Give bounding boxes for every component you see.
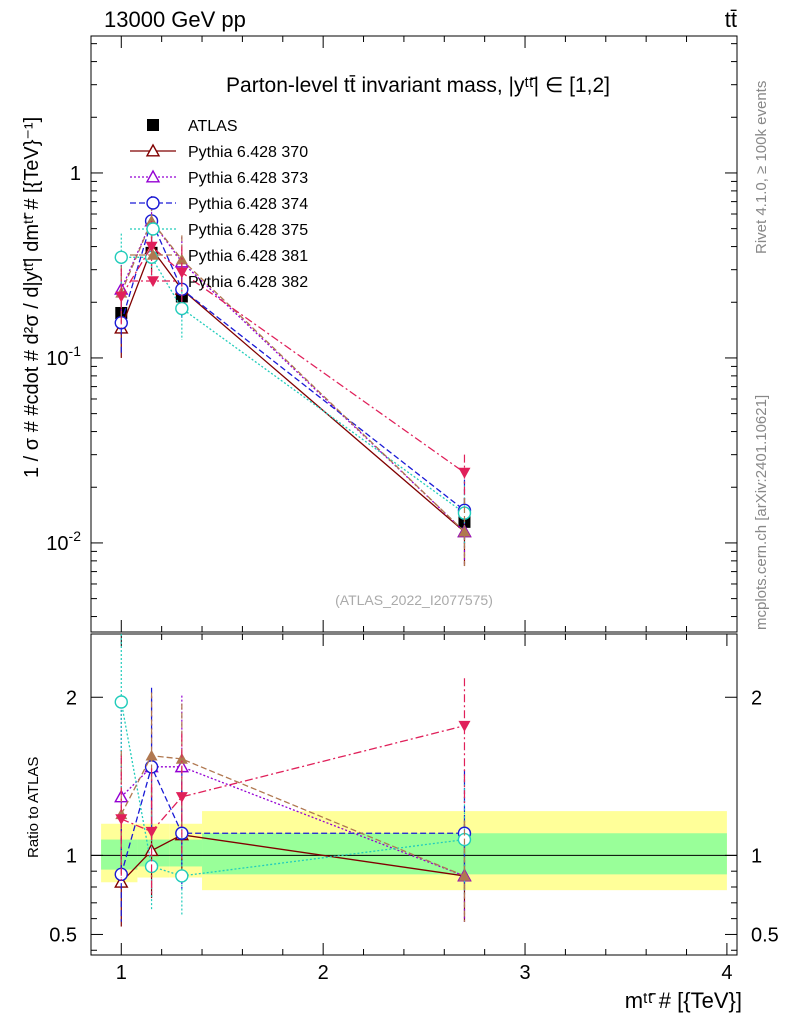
legend-label: Pythia 6.428 375 [188, 222, 308, 239]
mcplots-label: mcplots.cern.ch [arXiv:2401.10621] [753, 395, 770, 630]
y-tick-label-base: 10 [46, 348, 68, 370]
x-tick-label: 3 [519, 962, 530, 984]
ratio-y-tick-label: 1 [66, 845, 77, 867]
legend-item: Pythia 6.428 382 [130, 274, 308, 291]
uncertainty-band-green [101, 840, 137, 870]
ratio-y-tick-label: 2 [66, 687, 77, 709]
ratio-y-tick-label-right: 0.5 [751, 924, 779, 946]
watermark: (ATLAS_2022_I2077575) [335, 592, 493, 608]
legend-label: Pythia 6.428 373 [188, 170, 308, 187]
series-line [121, 249, 464, 532]
ratio-data-point [115, 696, 127, 708]
legend-label: Pythia 6.428 382 [188, 274, 308, 291]
header-right-label: tt̄ [725, 7, 737, 32]
ratio-frame [91, 634, 737, 955]
header-left-label: 13000 GeV pp [104, 7, 246, 32]
ratio-data-point [115, 814, 127, 825]
legend-item: Pythia 6.428 370 [130, 144, 308, 161]
legend-item: ATLAS [147, 118, 238, 135]
y-tick-label: 10-2 [46, 528, 81, 555]
legend-label: ATLAS [188, 118, 238, 135]
ratio-data-point [176, 870, 188, 882]
legend-label: Pythia 6.428 370 [188, 144, 308, 161]
legend-marker [147, 119, 159, 131]
x-axis-label: mᵗᵗ̄ # [{TeV}] [625, 988, 742, 1013]
x-tick-label: 4 [721, 962, 732, 984]
ratio-y-tick-label: 0.5 [49, 924, 77, 946]
data-point [176, 268, 188, 279]
legend-marker [147, 171, 159, 182]
data-point [458, 468, 470, 479]
uncertainty-band-green [170, 840, 202, 867]
ratio-y-tick-label-right: 2 [751, 687, 762, 709]
ratio-plot-panel: 0.5 0.5 1 1 2 2 1 2 3 4 [49, 634, 779, 984]
legend-marker [147, 223, 159, 235]
y-tick-label: 10-1 [46, 343, 81, 370]
legend-item: Pythia 6.428 374 [130, 196, 308, 213]
legend-label: Pythia 6.428 381 [188, 248, 308, 265]
rivet-label: Rivet 4.1.0, ≥ 100k events [753, 81, 770, 254]
chart-canvas: 13000 GeV pp tt̄ Rivet 4.1.0, ≥ 100k eve… [0, 0, 786, 1024]
main-title: Parton-level tt̄ invariant mass, |yᵗᵗ̄| … [226, 74, 610, 97]
legend-label: Pythia 6.428 374 [188, 196, 308, 213]
x-tick-label: 2 [318, 962, 329, 984]
legend-marker [147, 197, 159, 209]
y-tick-label-base: 10 [46, 533, 68, 555]
y-tick-label-exp: -2 [69, 528, 82, 544]
x-tick-label: 1 [116, 962, 127, 984]
y-tick-label: 1 [70, 163, 81, 185]
ratio-data-point [458, 721, 470, 732]
legend-item: Pythia 6.428 375 [130, 222, 308, 239]
main-y-axis-label: 1 / σ # #cdot # d²σ / d|yᵗᵗ̄| dmᵗᵗ̄ # [{… [21, 117, 43, 478]
legend: ATLAS Pythia 6.428 370 Pythia 6.428 373 Pyt… [130, 118, 308, 291]
data-point [115, 251, 127, 263]
ratio-y-tick-label-right: 1 [751, 845, 762, 867]
ratio-data-point [176, 792, 188, 803]
data-point [176, 303, 188, 315]
ratio-data-point [146, 750, 158, 761]
legend-item: Pythia 6.428 373 [130, 170, 308, 187]
ratio-y-axis-label: Ratio to ATLAS [25, 757, 42, 858]
y-tick-label-exp: -1 [69, 343, 82, 359]
